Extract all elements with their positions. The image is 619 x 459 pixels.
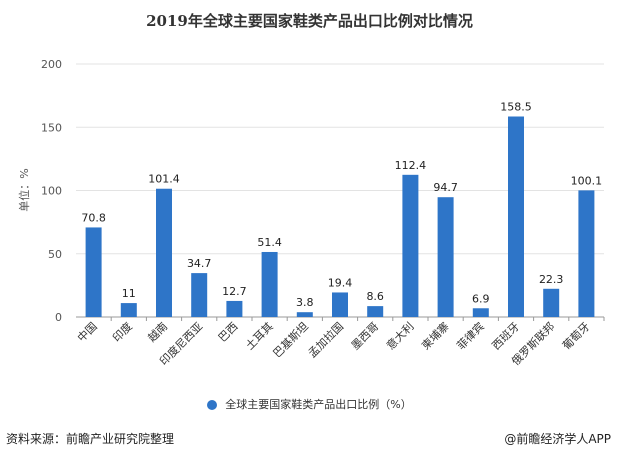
data-label: 70.8 <box>81 211 106 224</box>
y-tick-label: 150 <box>41 121 62 134</box>
bar-chart: 050100150200单位：%70.8中国11印度101.4越南34.7印度尼… <box>17 58 605 368</box>
data-label: 6.9 <box>472 292 490 305</box>
data-label: 11 <box>122 287 136 300</box>
y-tick-label: 0 <box>55 311 62 324</box>
brand-watermark: @前瞻经济学人APP <box>504 432 611 446</box>
data-label: 101.4 <box>148 173 180 186</box>
x-tick-label: 巴基斯坦 <box>270 319 311 360</box>
data-label: 112.4 <box>395 159 427 172</box>
data-label: 51.4 <box>257 236 282 249</box>
chart-title: 2019年全球主要国家鞋类产品出口比例对比情况 <box>146 12 473 30</box>
data-label: 100.1 <box>571 174 603 187</box>
bar <box>296 312 313 317</box>
bar <box>226 300 243 317</box>
x-tick-label: 意大利 <box>383 319 416 352</box>
bar <box>191 273 208 317</box>
bar <box>508 116 524 317</box>
y-tick-label: 100 <box>41 185 62 198</box>
data-label: 94.7 <box>433 181 458 194</box>
data-label: 12.7 <box>222 285 247 298</box>
data-label: 22.3 <box>539 273 564 286</box>
bar <box>85 227 102 317</box>
y-tick-label: 200 <box>41 58 62 71</box>
y-tick-label: 50 <box>48 248 62 261</box>
source-note: 资料来源：前瞻产业研究院整理 <box>6 432 175 446</box>
x-tick-label: 中国 <box>75 320 100 345</box>
x-tick-label: 土耳其 <box>243 320 276 353</box>
bar <box>156 188 172 317</box>
data-label: 8.6 <box>366 290 384 303</box>
legend-label: 全球主要国家鞋类产品出口比例（%） <box>225 398 412 411</box>
bar <box>120 303 137 317</box>
bar <box>402 174 419 317</box>
bar <box>472 308 489 317</box>
x-tick-label: 印度 <box>109 319 134 344</box>
x-tick-label: 西班牙 <box>490 320 523 353</box>
legend: 全球主要国家鞋类产品出口比例（%） <box>0 396 619 412</box>
data-label: 19.4 <box>328 276 353 289</box>
bar <box>332 292 348 317</box>
x-tick-label: 菲律宾 <box>454 319 487 352</box>
legend-marker <box>207 400 218 410</box>
data-label: 34.7 <box>187 257 212 270</box>
x-tick-label: 墨西哥 <box>349 320 382 353</box>
bar <box>578 190 595 317</box>
data-label: 3.8 <box>296 296 314 309</box>
bar <box>543 288 560 317</box>
x-tick-label: 孟加拉国 <box>305 319 346 360</box>
x-tick-label: 柬埔寨 <box>418 319 451 352</box>
y-axis-label: 单位：% <box>17 168 31 211</box>
bar <box>261 251 278 317</box>
x-tick-label: 葡萄牙 <box>560 320 593 353</box>
bar <box>437 197 454 317</box>
bar <box>367 306 384 317</box>
data-label: 158.5 <box>500 100 532 113</box>
x-tick-label: 巴西 <box>216 320 241 345</box>
x-tick-label: 越南 <box>145 319 170 344</box>
